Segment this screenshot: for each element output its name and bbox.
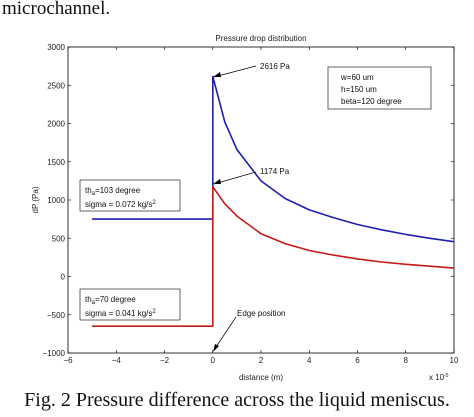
y-tick-label: −500 — [47, 311, 66, 320]
top-text: microchannel. — [2, 0, 111, 19]
y-tick-label: 1500 — [47, 158, 65, 167]
y-tick-label: −1000 — [43, 349, 66, 358]
x-tick-label: −2 — [160, 356, 170, 365]
y-tick-label: 2500 — [47, 81, 65, 90]
x-scale-exponent: -5 — [444, 373, 449, 379]
label-edge: Edge position — [237, 309, 285, 318]
x-tick-label: 0 — [211, 356, 216, 365]
upper-sigma: sigma = 0.072 kg/s2 — [85, 200, 156, 209]
chart-title: Pressure drop distribution — [215, 34, 306, 43]
lower-sigma: sigma = 0.041 kg/s2 — [85, 309, 156, 318]
y-tick-label: 1000 — [47, 196, 65, 205]
arrow-edge — [213, 316, 237, 351]
x-scale-label: x 10-5 — [429, 373, 449, 382]
y-axis-label: dP (Pa) — [31, 186, 40, 213]
upper-theta-sub: a — [92, 191, 96, 197]
x-tick-label: 10 — [450, 356, 459, 365]
param-beta: beta=120 degree — [341, 97, 402, 106]
arrowhead-edge — [213, 344, 219, 352]
label-2616: 2616 Pa — [260, 62, 290, 71]
upper-sigma-value: sigma = 0.072 kg/s — [85, 200, 152, 209]
x-tick-label: 6 — [355, 356, 360, 365]
figure-caption: Fig. 2 Pressure difference across the li… — [24, 389, 450, 411]
param-height: h=150 um — [341, 85, 377, 94]
arrowhead-2616 — [213, 72, 221, 77]
y-tick-label: 2000 — [47, 120, 65, 129]
upper-sigma-sup: 2 — [152, 200, 156, 206]
series-group — [92, 75, 455, 328]
x-tick-label: 2 — [259, 356, 264, 365]
param-width: w=60 um — [340, 73, 374, 82]
upper-theta-value: =103 degree — [95, 186, 141, 195]
lower-theta-sub: a — [92, 300, 96, 306]
x-scale-base: x 10 — [429, 373, 445, 382]
upper-theta-main: th — [85, 186, 92, 195]
series-line-1 — [92, 75, 455, 243]
lower-sigma-value: sigma = 0.041 kg/s — [85, 309, 152, 318]
x-tick-label: 8 — [404, 356, 409, 365]
lower-sigma-sup: 2 — [152, 309, 156, 315]
x-tick-label: 4 — [307, 356, 312, 365]
x-tick-label: −4 — [112, 356, 122, 365]
y-tick-label: 500 — [52, 234, 66, 243]
lower-theta: tha=70 degree — [85, 295, 136, 306]
x-axis-label: distance (m) — [239, 373, 283, 382]
label-1174: 1174 Pa — [260, 167, 290, 176]
arrow-2616 — [213, 65, 257, 78]
param-box — [327, 66, 432, 110]
series-line-2 — [92, 185, 455, 328]
x-tick-label: −6 — [63, 356, 73, 365]
lower-theta-value: =70 degree — [95, 295, 136, 304]
lower-property-box — [79, 288, 181, 321]
upper-property-box — [79, 179, 181, 212]
arrow-1174 — [213, 171, 257, 185]
y-tick-label: 0 — [61, 273, 66, 282]
lower-theta-main: th — [85, 295, 92, 304]
upper-theta: tha=103 degree — [85, 186, 141, 197]
y-tick-label: 3000 — [47, 43, 65, 52]
arrowhead-1174 — [213, 179, 221, 184]
tick-group: −6 −4 −2 0 2 4 6 8 10 −1000 −500 0 500 1000 1500 2000 25… — [43, 43, 459, 365]
